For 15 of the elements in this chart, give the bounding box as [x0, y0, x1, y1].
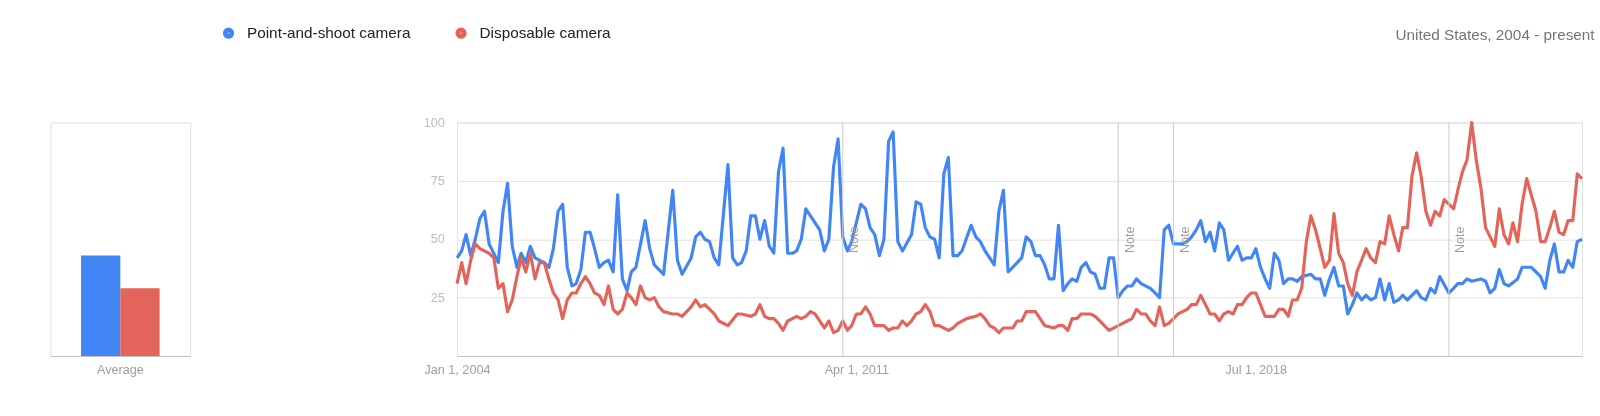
x-tick-label: Apr 1, 2011 [824, 362, 889, 377]
ref-line-label: Note [1177, 226, 1192, 254]
x-tick-label: Jan 1, 2004 [424, 362, 491, 377]
ref-line-label: Note [1122, 226, 1137, 254]
y-tick-label: 75 [430, 173, 445, 188]
x-tick-label: Jul 1, 2018 [1225, 362, 1288, 377]
y-tick-label: 100 [423, 115, 445, 130]
text: United States, 2004 - present [1395, 25, 1596, 43]
y-tick-label: 50 [430, 232, 445, 247]
x-tick-label: Average [96, 362, 144, 377]
legend-label: Disposable camera [479, 23, 612, 41]
ref-line-label: Note [1453, 226, 1468, 254]
ref-line-label: Note [847, 226, 862, 254]
y-tick-label: 25 [430, 290, 445, 305]
legend-label: Point-and-shoot camera [246, 23, 411, 41]
